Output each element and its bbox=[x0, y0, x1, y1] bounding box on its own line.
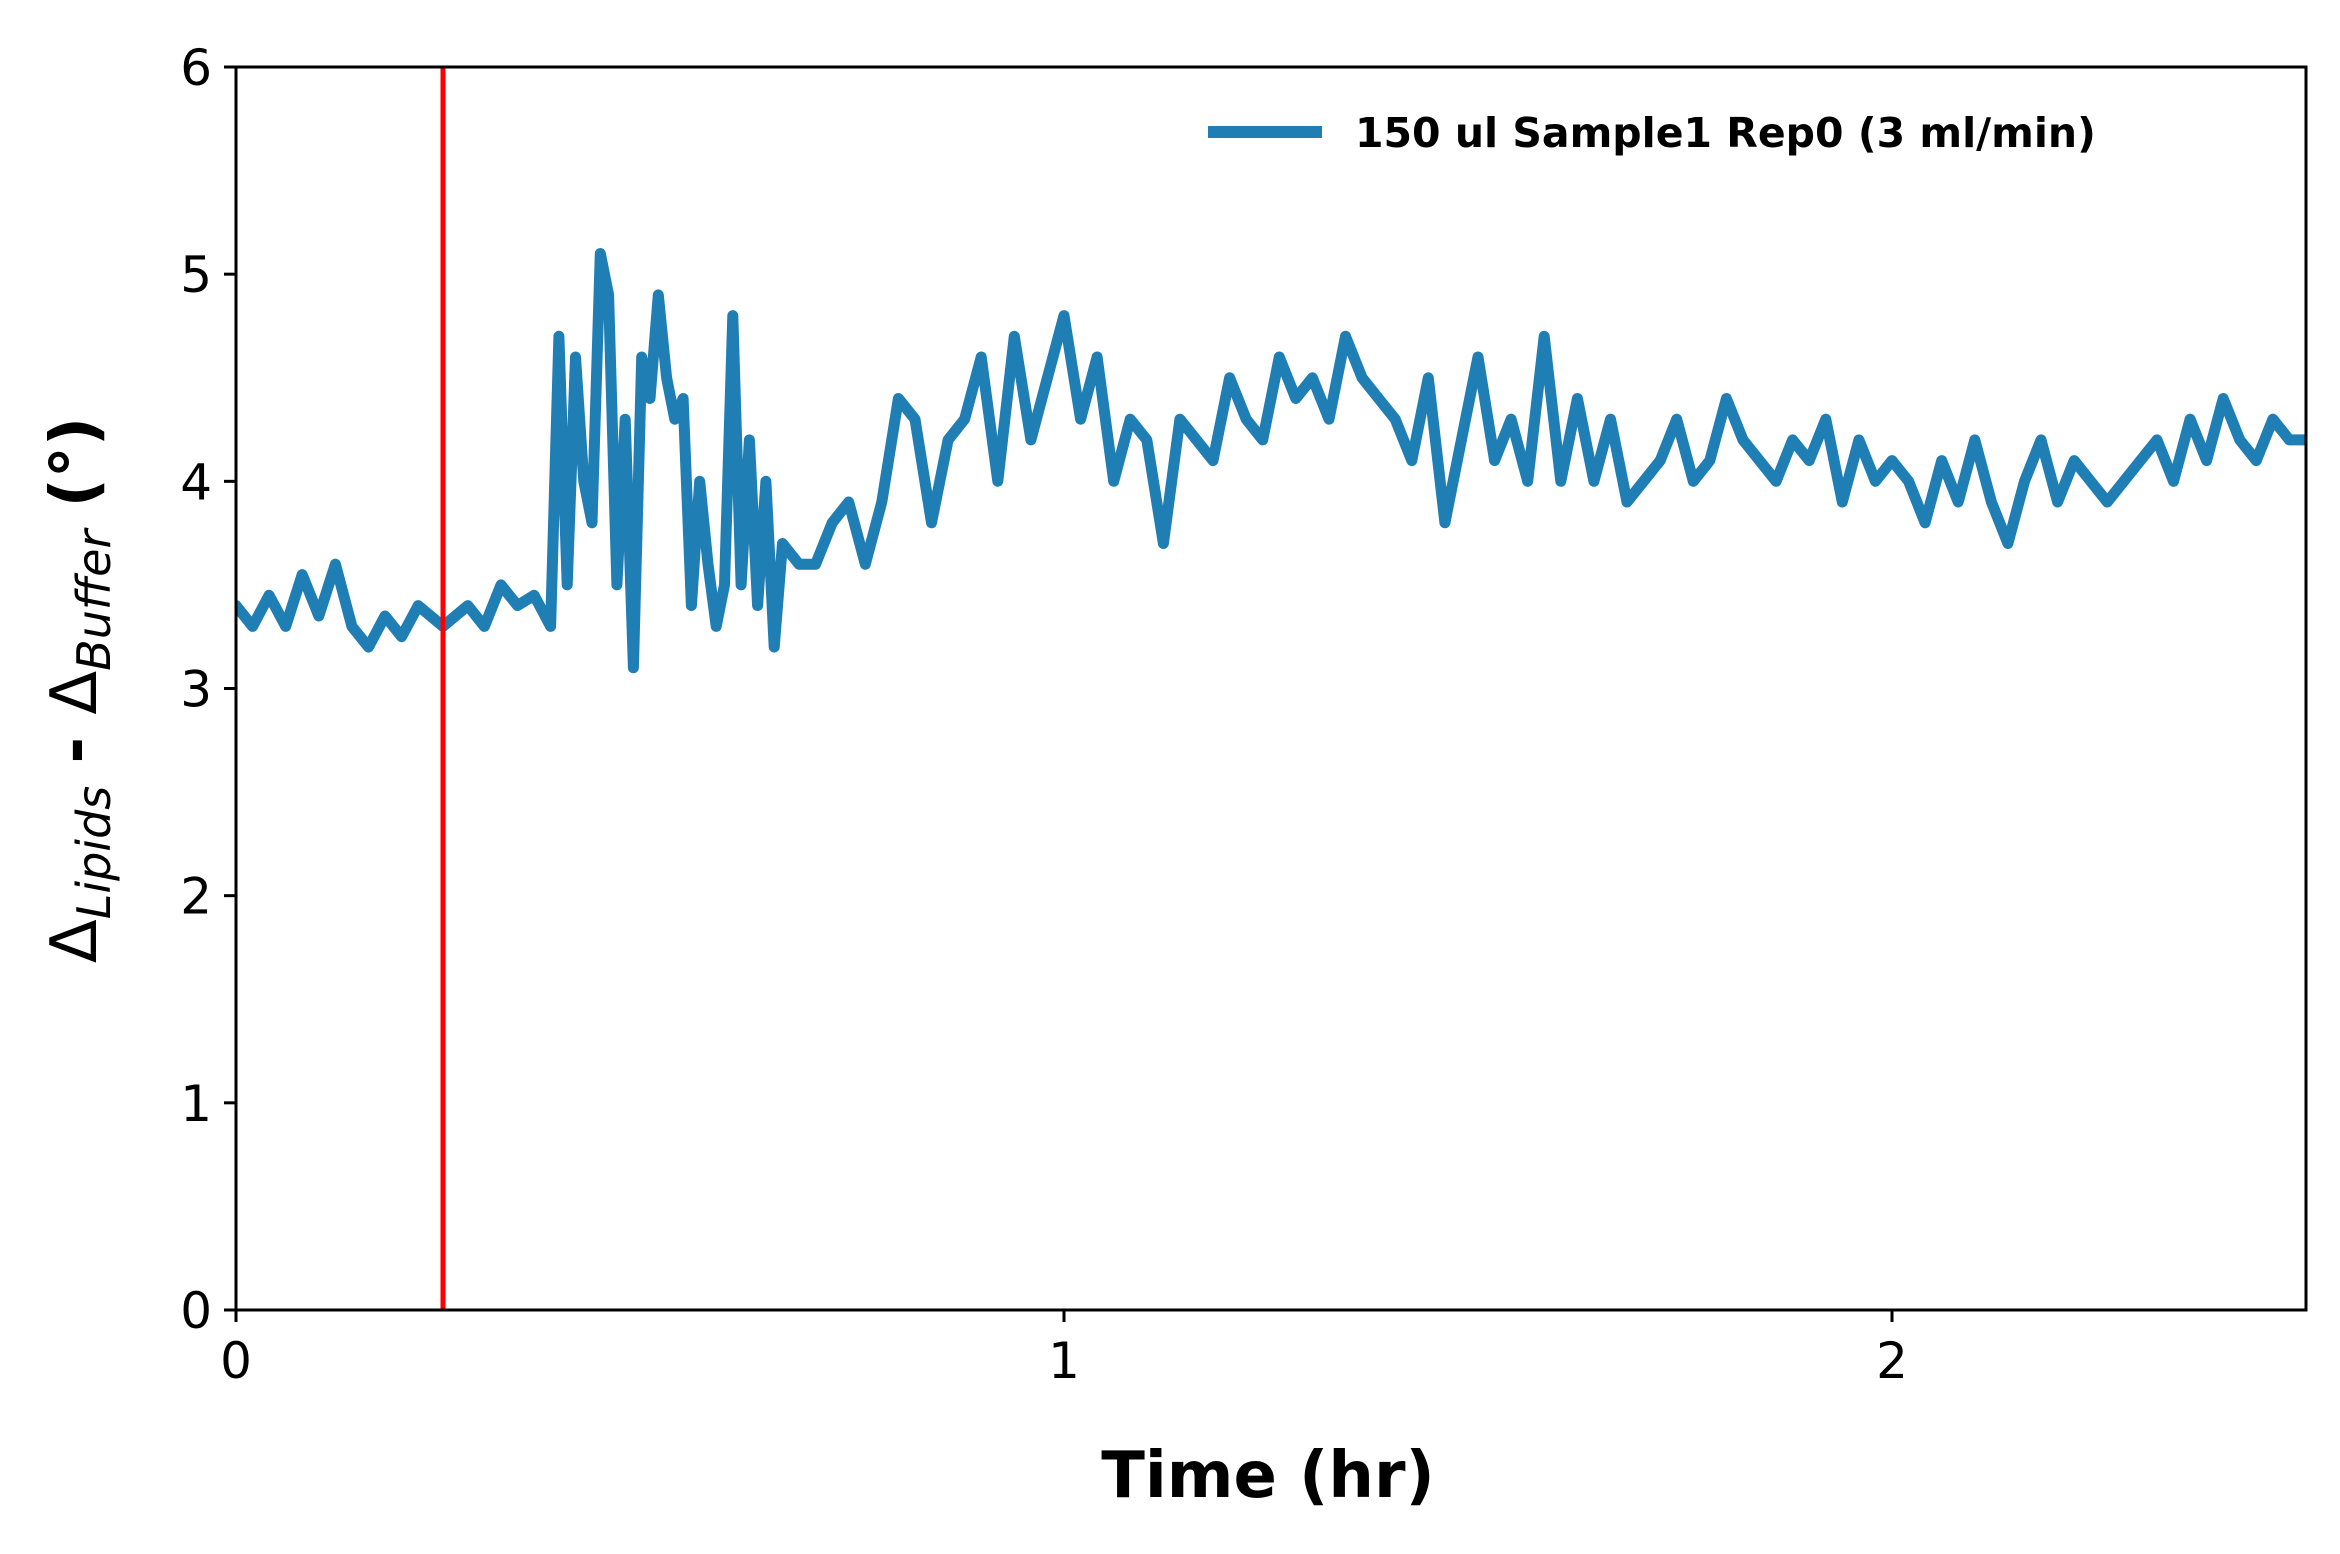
y-tick-label: 4 bbox=[180, 453, 212, 511]
y-tick-label: 2 bbox=[180, 868, 212, 926]
y-tick-label: 6 bbox=[180, 39, 212, 97]
y-tick-label: 0 bbox=[180, 1282, 212, 1340]
y-axis-sub-buffer: Buffer bbox=[67, 527, 121, 671]
legend-label: 150 ul Sample1 Rep0 (3 ml/min) bbox=[1355, 109, 2096, 157]
y-axis-sub-lipids: Lipids bbox=[67, 786, 121, 920]
y-tick-label: 3 bbox=[180, 661, 212, 719]
y-tick-label: 1 bbox=[180, 1075, 212, 1133]
y-axis-title: ΔLipids - ΔBuffer (°) bbox=[38, 417, 121, 963]
plot-area bbox=[234, 65, 2308, 1312]
y-axis-delta-1: Δ bbox=[38, 919, 112, 963]
x-tick-label: 1 bbox=[1048, 1332, 1080, 1390]
x-axis-title: Time (hr) bbox=[1101, 1439, 1435, 1513]
y-tick-label: 5 bbox=[180, 246, 212, 304]
y-axis-minus: - bbox=[38, 715, 112, 786]
y-axis-unit: (°) bbox=[38, 417, 112, 530]
legend: 150 ul Sample1 Rep0 (3 ml/min) bbox=[1208, 109, 2096, 157]
x-tick-label: 2 bbox=[1876, 1332, 1908, 1390]
y-axis-delta-2: Δ bbox=[38, 671, 112, 715]
series-line-0 bbox=[236, 248, 2306, 674]
x-tick-label: 0 bbox=[220, 1332, 252, 1390]
axis-ticks: 0 1 2 0 1 2 3 4 5 6 bbox=[180, 39, 1908, 1390]
